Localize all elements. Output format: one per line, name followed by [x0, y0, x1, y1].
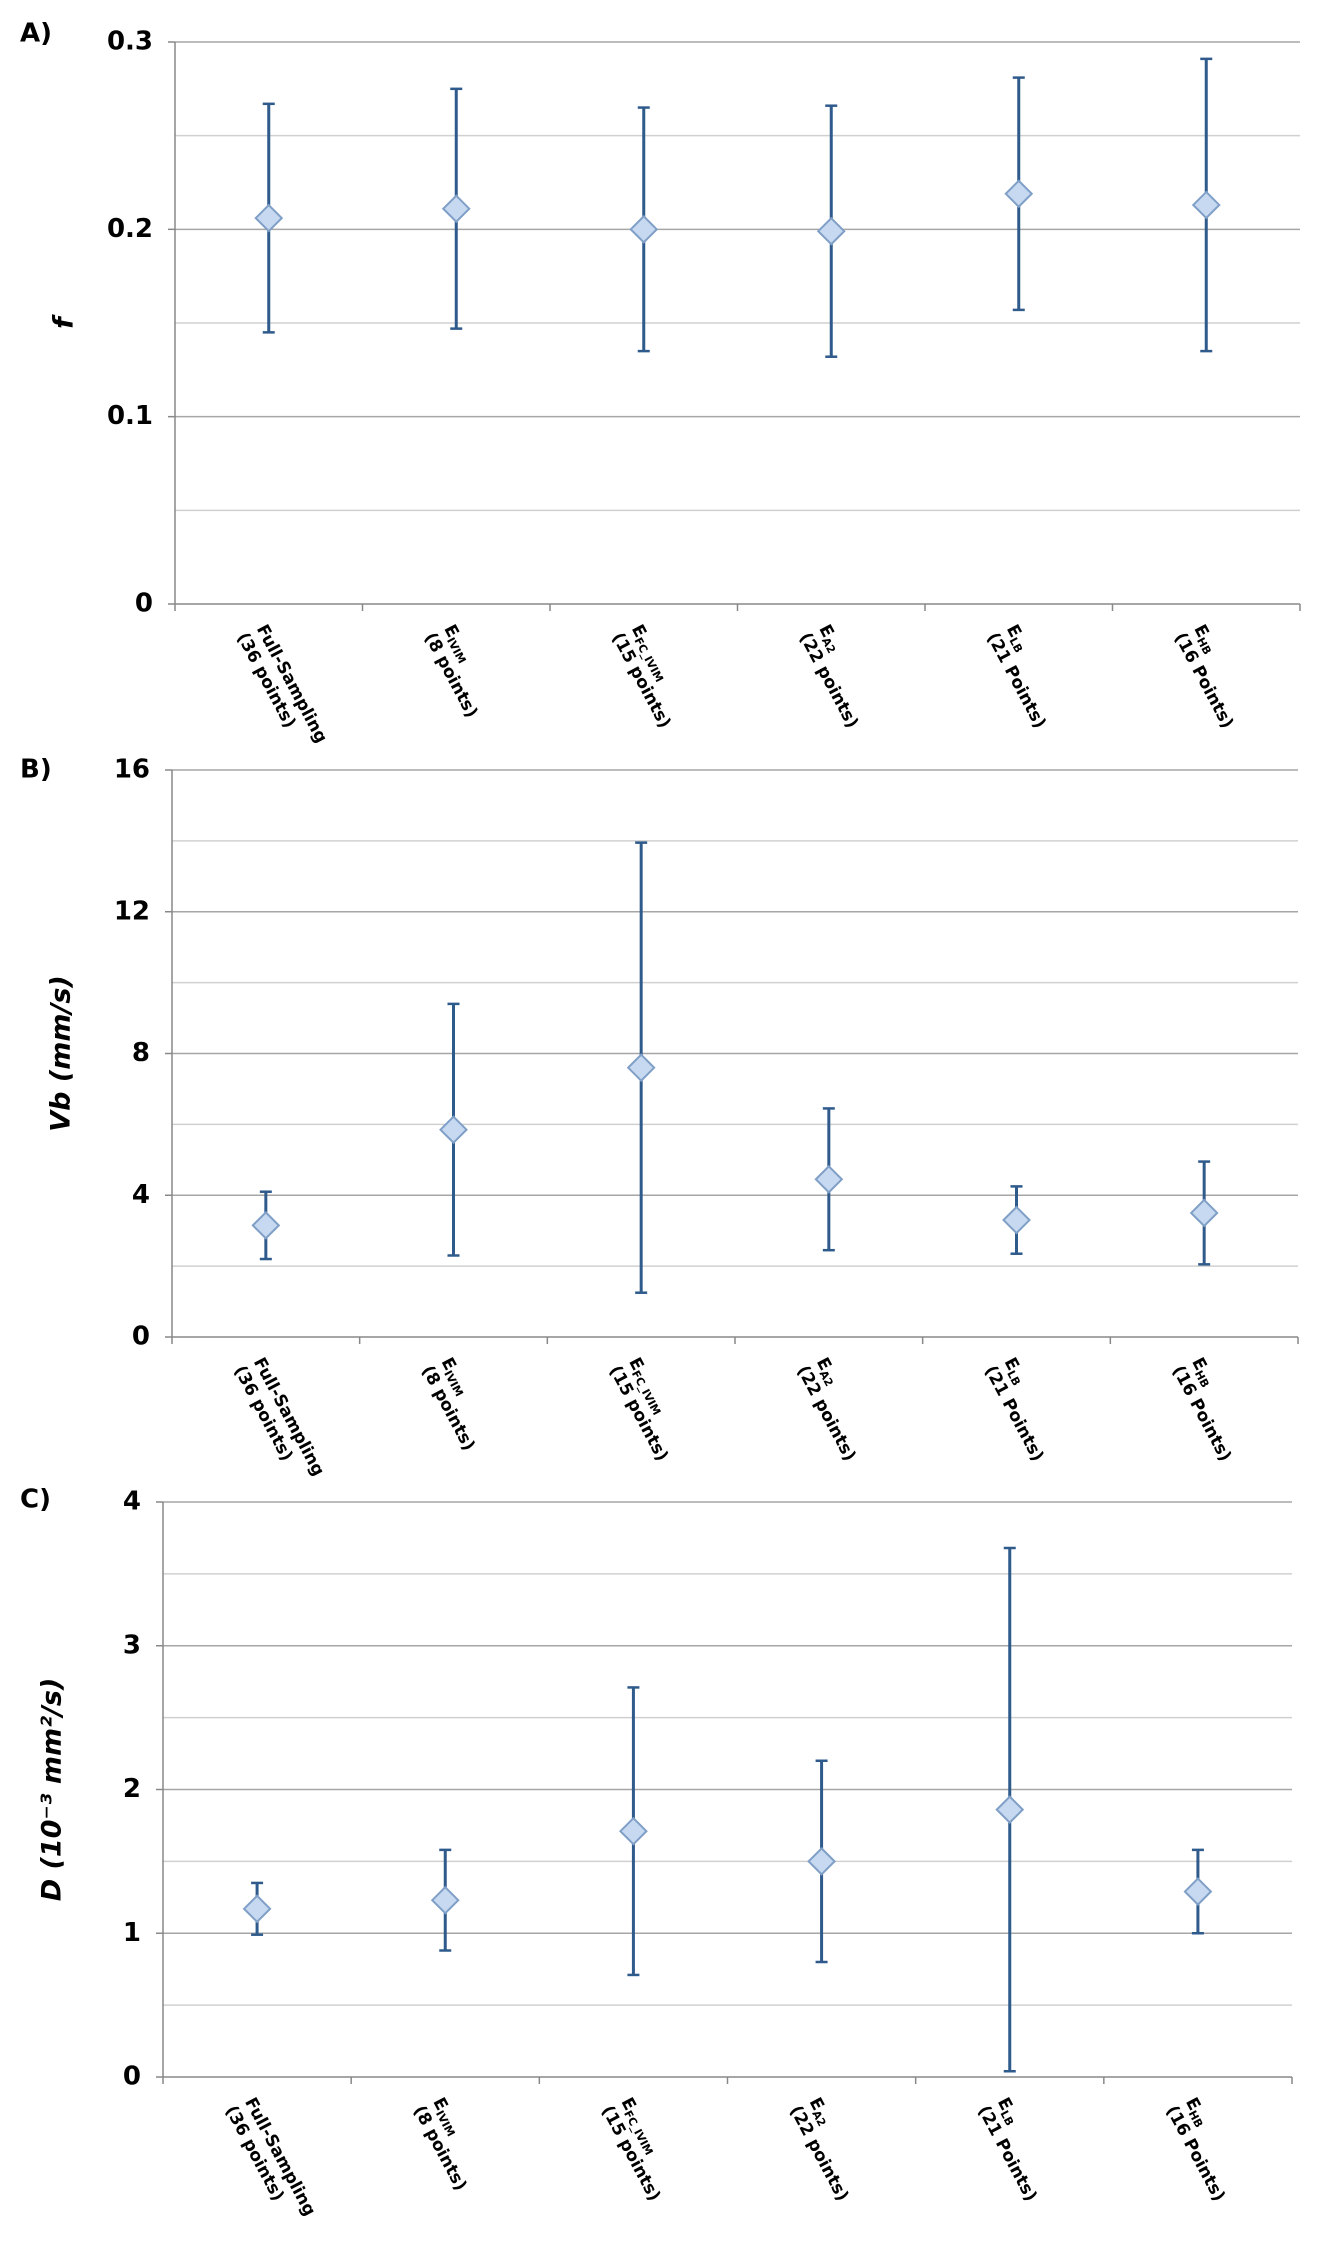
x-tick-label: EFC_IVIM(15 points) [597, 2093, 683, 2205]
marker [251, 1210, 281, 1240]
y-tick-label: 2 [123, 1774, 141, 1804]
y-tick-label: 0 [132, 1322, 150, 1352]
marker [814, 1164, 844, 1194]
x-tick-label: EIVIM(8 points) [420, 620, 500, 722]
category-sub: LB [1006, 635, 1025, 655]
y-tick-label: 4 [123, 1487, 141, 1517]
y-axis-label: Vb (mm/s) [46, 975, 77, 1132]
x-tick-label: EHB(16 Points) [1162, 2093, 1248, 2205]
marker [807, 1846, 836, 1876]
marker [430, 1885, 460, 1915]
y-tick-label: 16 [114, 755, 150, 785]
y-tick-label: 0 [135, 589, 153, 619]
marker [1002, 1205, 1031, 1235]
marker [1189, 1198, 1219, 1228]
y-tick-label: 4 [132, 1180, 150, 1210]
chart: A) 0 0.1 0.2 0.3 f Full-Sampling(36 points) EIV… [20, 19, 1301, 757]
chart: C) 0 1 2 3 4 D (10⁻³ mm²/s) Full-Sampling(36 po… [20, 1485, 1293, 2230]
panel-label: C) [20, 1485, 51, 1515]
x-tick-label: Full-Sampling(36 points) [230, 1353, 329, 1490]
y-tick-label: 3 [123, 1630, 141, 1660]
category-sub: LB [1004, 1368, 1023, 1388]
x-tick-label: EFC_IVIM(15 points) [607, 620, 693, 732]
x-tick-label: Full-Sampling(36 points) [221, 2093, 320, 2230]
y-axis-label: f [49, 314, 80, 329]
x-tick-label: EIVIM(8 points) [417, 1353, 497, 1455]
marker [1004, 179, 1034, 209]
panel-label: A) [20, 19, 52, 49]
marker [439, 1115, 468, 1145]
x-tick-label: EA2(22 points) [785, 2093, 871, 2205]
y-tick-label: 1 [123, 1918, 141, 1948]
chart: B) 0 4 8 12 16 Vb (mm/s) Full-Sampling(36 point… [20, 755, 1299, 1490]
marker [629, 214, 659, 244]
y-tick-label: 0.1 [107, 401, 153, 431]
x-tick-label: EFC_IVIM(15 points) [605, 1353, 691, 1465]
marker [1191, 190, 1221, 220]
marker [995, 1795, 1025, 1825]
marker [816, 216, 846, 246]
marker [619, 1816, 648, 1846]
x-tick-label: ELB(21 Points) [980, 1353, 1066, 1465]
x-tick-label: ELB(21 Points) [982, 620, 1068, 732]
marker [242, 1894, 272, 1924]
marker [254, 203, 284, 233]
x-tick-label: EHB(16 Points) [1170, 620, 1256, 732]
x-tick-label: ELB(21 Points) [973, 2093, 1059, 2205]
x-tick-label: EA2(22 points) [793, 1353, 879, 1465]
marker [626, 1053, 656, 1083]
category-sub: LB [997, 2108, 1016, 2128]
y-tick-label: 0.2 [107, 214, 153, 244]
marker [441, 194, 471, 224]
x-tick-label: EHB(16 Points) [1168, 1353, 1254, 1465]
x-tick-label: Full-Sampling(36 points) [232, 620, 331, 757]
y-tick-label: 0.3 [107, 27, 153, 57]
panel-label: B) [20, 755, 52, 785]
y-axis-label: D (10⁻³ mm²/s) [37, 1678, 68, 1902]
x-tick-label: EA2(22 points) [795, 620, 881, 732]
y-tick-label: 8 [132, 1038, 150, 1068]
x-tick-label: EIVIM(8 points) [409, 2093, 489, 2195]
marker [1183, 1877, 1213, 1906]
y-tick-label: 0 [123, 2062, 141, 2092]
y-tick-label: 12 [114, 896, 150, 926]
